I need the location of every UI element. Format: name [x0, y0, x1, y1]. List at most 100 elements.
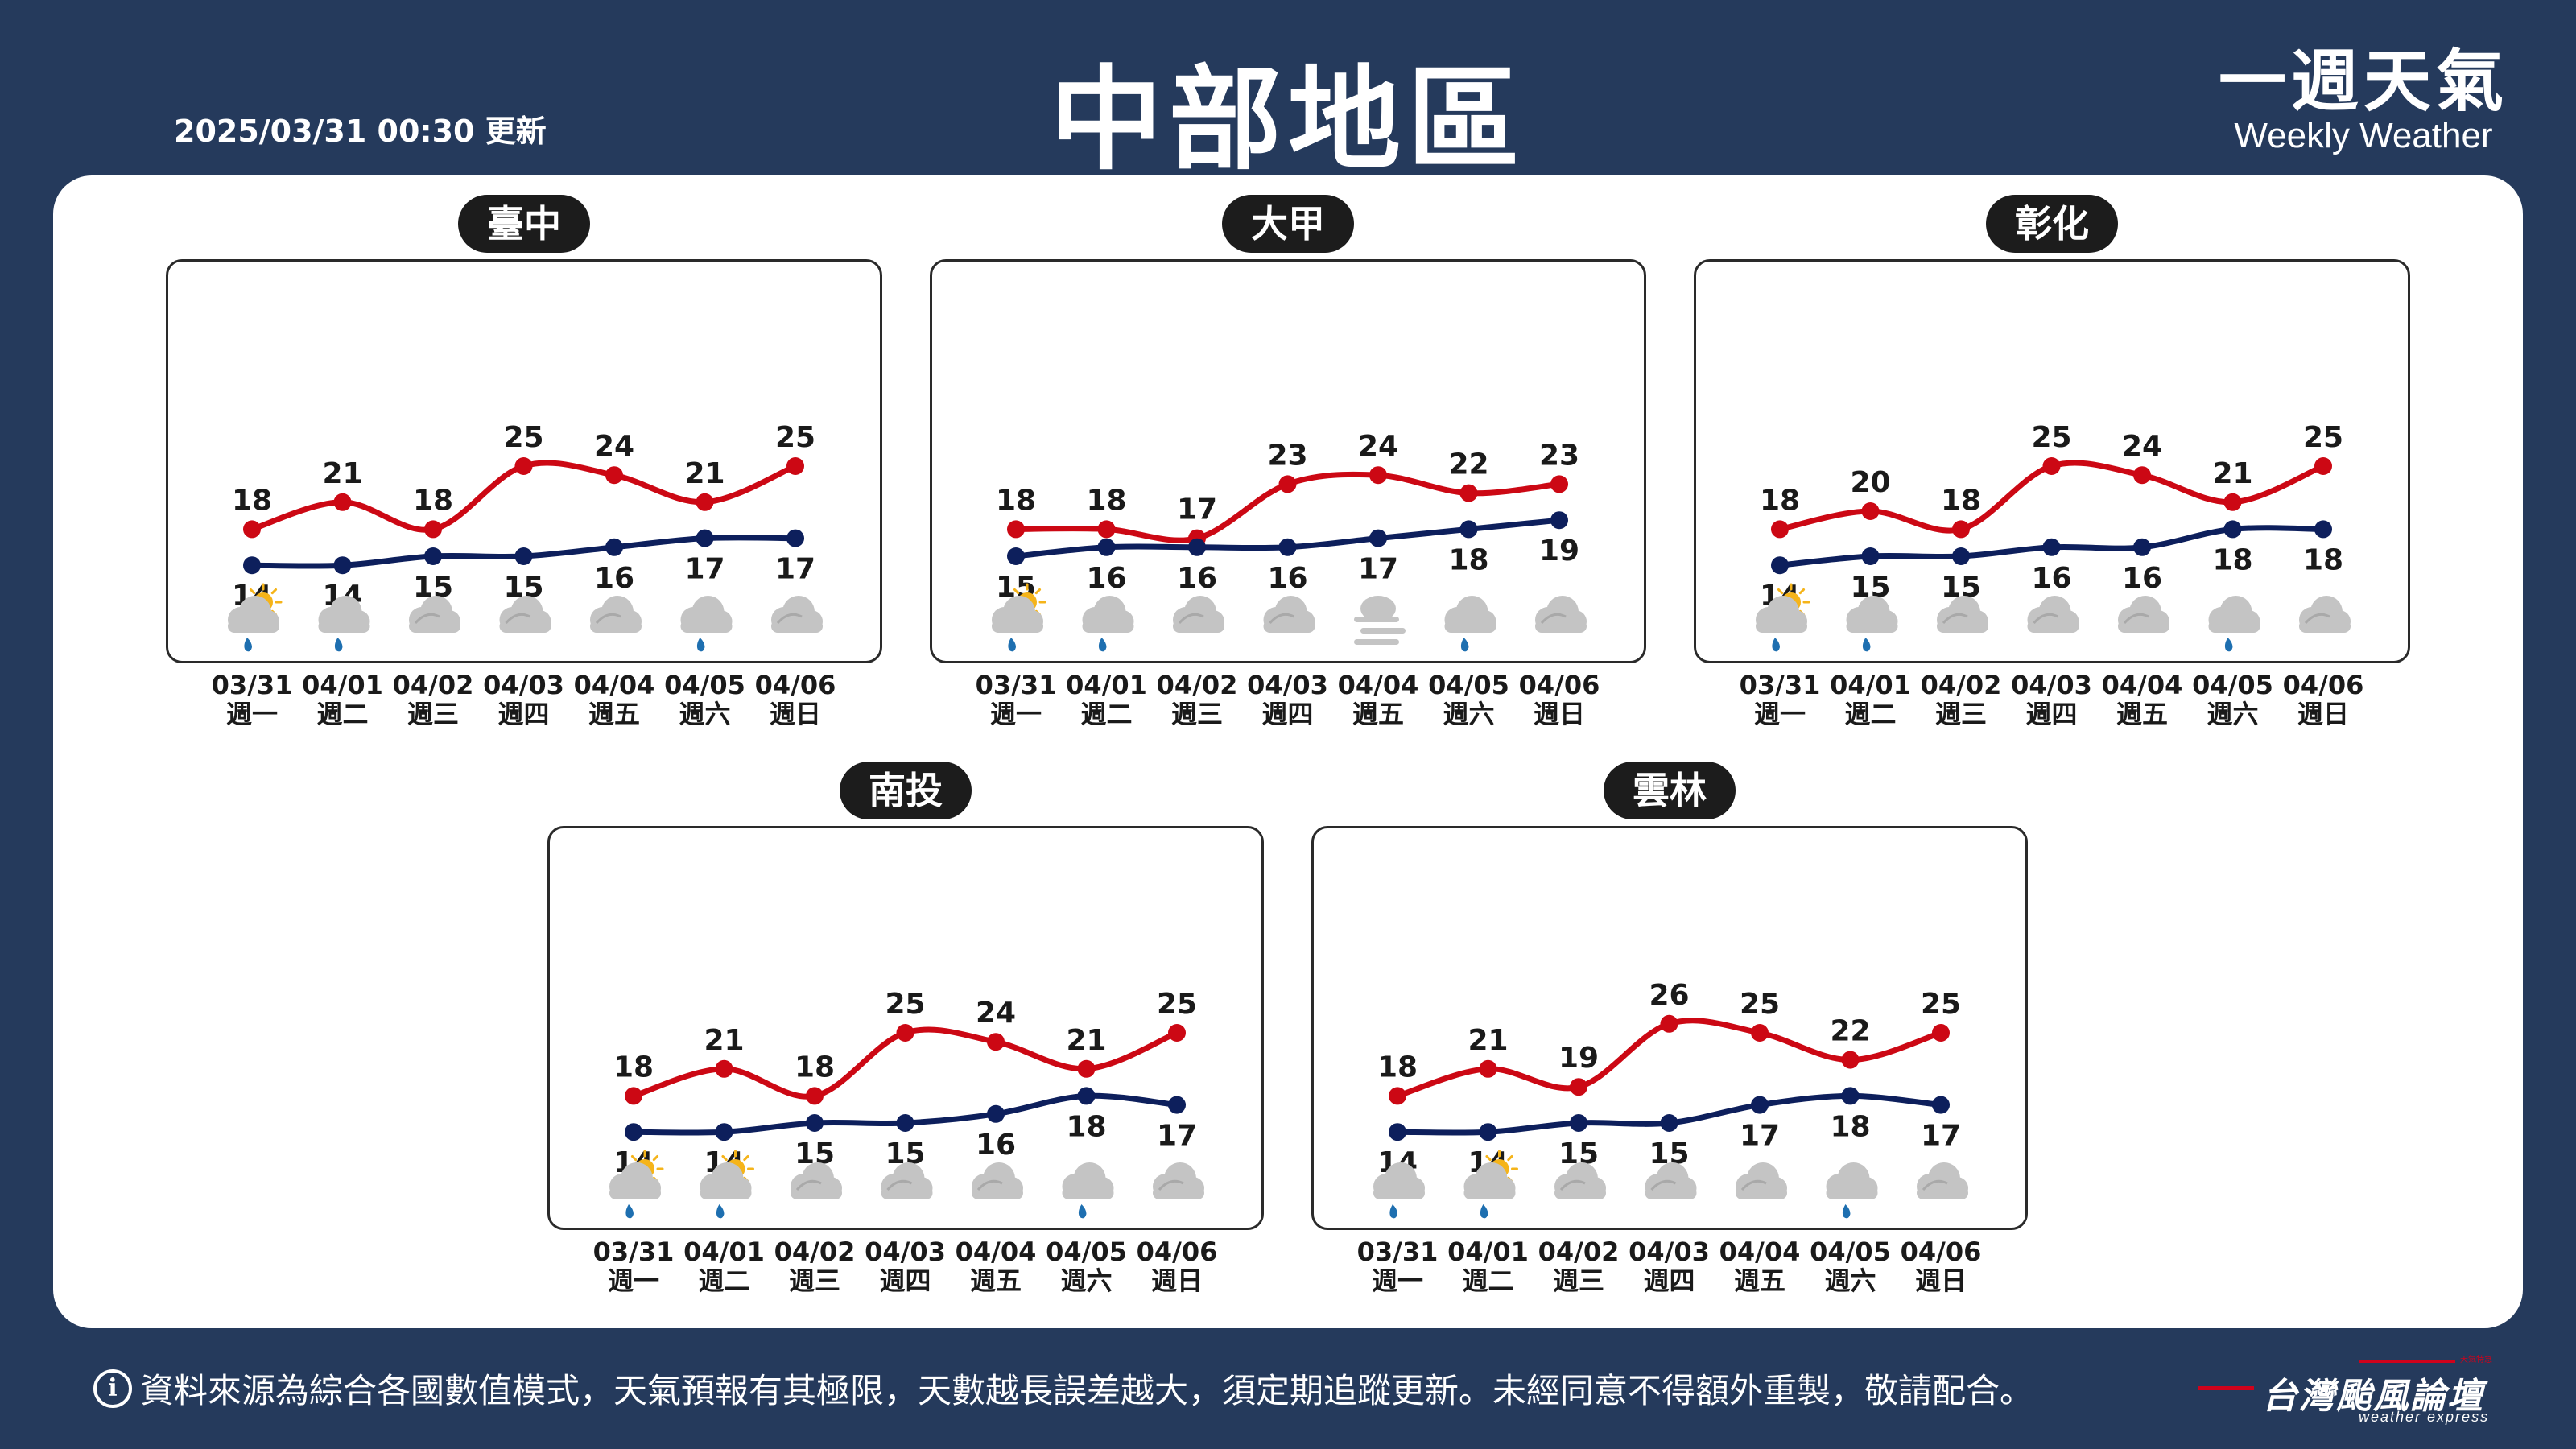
cloudy-icon: [771, 596, 823, 633]
high-temp-point: [1570, 1078, 1587, 1096]
logo-line: [2198, 1386, 2254, 1390]
rain-drop: [716, 1204, 724, 1219]
cloud-rain-icon: [1444, 596, 1496, 652]
weekday-label: 週四: [1643, 1265, 1695, 1296]
cloud-shape: [1444, 620, 1496, 633]
partly-sunny-rain-icon: [1756, 583, 1810, 652]
cloud-shape: [1917, 1187, 1968, 1199]
footer-note-text: 資料來源為綜合各國數值模式，天氣預報有其極限，天數越長誤差越大，須定期追蹤更新。…: [140, 1371, 2034, 1410]
cloud-shape: [1082, 620, 1134, 633]
high-temp-point: [1841, 1051, 1860, 1069]
weekday-label: 週一: [226, 699, 278, 729]
date-label: 04/01: [1830, 670, 1911, 700]
cloud-highlight: [1942, 613, 1968, 625]
logo-text-en: weather express: [2359, 1409, 2490, 1425]
low-temp-point: [786, 529, 804, 547]
rain-drop: [244, 638, 252, 652]
high-temp-label: 19: [1558, 1042, 1599, 1075]
fog-cloud-shape: [1360, 596, 1396, 621]
high-temp-label: 26: [1649, 979, 1689, 1012]
cloudy-icon: [409, 596, 460, 633]
cloud-highlight: [795, 1179, 822, 1191]
rain-drop: [1078, 1204, 1087, 1219]
cloud-highlight: [776, 613, 803, 625]
high-temp-label: 18: [795, 1051, 835, 1084]
low-temp-label: 18: [2303, 543, 2343, 576]
low-temp-point: [1570, 1114, 1587, 1132]
weekday-label: 週一: [1754, 699, 1806, 729]
high-temp-label: 21: [1066, 1024, 1106, 1057]
low-temp-point: [2042, 538, 2061, 556]
weekday-label: 週日: [2297, 699, 2349, 729]
weekday-label: 週三: [1171, 699, 1223, 729]
weekday-label: 週六: [1824, 1265, 1876, 1296]
high-temp-label: 25: [1157, 988, 1197, 1021]
high-temp-label: 18: [232, 484, 272, 517]
sun-ray: [743, 1154, 749, 1162]
cloudy-icon: [1937, 596, 1988, 633]
date-label: 04/05: [1428, 670, 1509, 700]
weekday-label: 週一: [990, 699, 1042, 729]
cloud-shape: [409, 620, 460, 633]
partly-sunny-rain-icon: [1463, 1150, 1518, 1219]
high-temp-point: [715, 1059, 733, 1078]
high-temp-label: 22: [1448, 448, 1488, 481]
cloud-highlight: [1650, 1179, 1677, 1191]
high-temp-label: 25: [2031, 421, 2071, 454]
cloud-highlight: [976, 1179, 1003, 1191]
high-temp-point: [1097, 520, 1116, 539]
cloud-shape: [2299, 620, 2351, 633]
high-temp-point: [786, 457, 804, 475]
low-temp-point: [696, 529, 714, 547]
cloud-rain-icon: [1826, 1162, 1878, 1219]
cloudy-icon: [2299, 596, 2351, 633]
high-temp-label: 21: [1468, 1024, 1508, 1057]
low-temp-point: [1751, 1096, 1769, 1114]
city-name: 大甲: [1222, 195, 1354, 253]
footer-note: i 資料來源為綜合各國數值模式，天氣預報有其極限，天數越長誤差越大，須定期追蹤更…: [93, 1364, 2033, 1413]
chart-svg: 182119262522251414151517181703/31週一04/01…: [1357, 979, 1982, 1296]
date-label: 04/03: [865, 1236, 946, 1267]
cloud-shape: [1062, 1187, 1114, 1199]
sun-ray: [1507, 1154, 1513, 1162]
sun-ray: [1034, 588, 1042, 595]
high-temp-point: [1007, 520, 1025, 539]
date-label: 04/04: [956, 1236, 1037, 1267]
low-temp-point: [1932, 1096, 1950, 1114]
low-temp-point: [896, 1114, 914, 1132]
chart-svg: 182118252421251414151516181703/31週一04/01…: [593, 988, 1218, 1296]
cloud-shape: [318, 620, 370, 633]
high-temp-label: 18: [1941, 484, 1981, 517]
low-temp-label: 16: [2031, 562, 2071, 595]
cloud-shape: [609, 1187, 661, 1199]
weekday-label: 週二: [316, 699, 368, 729]
high-temp-label: 25: [503, 421, 543, 454]
low-temp-point: [1550, 511, 1568, 530]
high-temp-point: [625, 1087, 642, 1105]
rain-drop: [1862, 638, 1871, 652]
cloud-rain-icon: [1082, 596, 1134, 652]
low-temp-label: 17: [684, 553, 724, 586]
footer-logo: 台灣颱風論壇 weather express 天氣特急: [2198, 1354, 2512, 1426]
high-temp-label: 24: [2122, 430, 2162, 463]
rain-drop: [334, 638, 343, 652]
low-temp-point: [1841, 1087, 1860, 1105]
date-label: 03/31: [1357, 1236, 1439, 1267]
rain-drop: [2224, 638, 2233, 652]
date-label: 04/04: [2102, 670, 2183, 700]
date-label: 04/04: [574, 670, 655, 700]
weekday-label: 週六: [2207, 699, 2258, 729]
weekday-label: 週日: [1534, 699, 1585, 729]
low-temp-point: [1188, 538, 1206, 556]
cloud-shape: [791, 1187, 842, 1199]
chart-svg: 182118252421251414151516171703/31週一04/01…: [212, 421, 836, 729]
partly-sunny-rain-icon: [992, 583, 1046, 652]
cloud-shape: [1373, 1187, 1425, 1199]
weekday-label: 週六: [1060, 1265, 1112, 1296]
low-temp-point: [1660, 1114, 1678, 1132]
fog-icon: [1354, 596, 1406, 645]
cloud-shape: [771, 620, 823, 633]
weekday-label: 週三: [1553, 1265, 1604, 1296]
date-label: 04/05: [1046, 1236, 1127, 1267]
city-name: 南投: [840, 762, 972, 819]
